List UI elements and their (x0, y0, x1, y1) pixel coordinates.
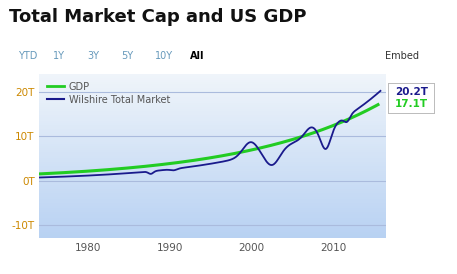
Bar (39, 177, 386, 179)
Bar (39, 197, 386, 199)
Bar (39, 109, 386, 111)
Legend: GDP, Wilshire Total Market: GDP, Wilshire Total Market (44, 79, 173, 108)
Bar (39, 125, 386, 127)
Text: All: All (190, 51, 204, 61)
Bar (39, 144, 386, 146)
Bar (39, 164, 386, 166)
Bar (39, 173, 386, 175)
Bar (39, 210, 386, 212)
Bar (39, 130, 386, 132)
Bar (39, 154, 386, 156)
Bar (39, 82, 386, 84)
Bar (39, 142, 386, 144)
Text: 17.1T: 17.1T (395, 99, 428, 109)
Bar (39, 170, 386, 173)
Bar (39, 220, 386, 222)
Text: YTD: YTD (18, 51, 37, 61)
Bar (39, 162, 386, 164)
Bar (39, 93, 386, 95)
Bar (39, 111, 386, 113)
Bar (39, 179, 386, 181)
Text: 5Y: 5Y (121, 51, 133, 61)
Bar (39, 185, 386, 187)
Bar (39, 212, 386, 214)
Bar (39, 230, 386, 232)
Bar (39, 107, 386, 109)
Text: 10Y: 10Y (155, 51, 174, 61)
Bar (39, 84, 386, 86)
Bar (39, 206, 386, 208)
Bar (39, 195, 386, 197)
Bar (39, 232, 386, 234)
Bar (39, 76, 386, 78)
Bar (39, 166, 386, 169)
Bar (39, 158, 386, 160)
Bar (39, 169, 386, 170)
Bar (39, 96, 386, 99)
Bar (39, 78, 386, 80)
Bar (39, 88, 386, 90)
Text: 1Y: 1Y (53, 51, 64, 61)
Bar (39, 152, 386, 154)
Bar (39, 226, 386, 228)
Bar (39, 193, 386, 195)
Bar (39, 123, 386, 125)
Bar (39, 199, 386, 201)
Bar (39, 132, 386, 134)
Bar (39, 105, 386, 107)
Bar (39, 191, 386, 193)
Bar (39, 136, 386, 138)
Text: Total Market Cap and US GDP: Total Market Cap and US GDP (9, 8, 307, 26)
Bar (39, 222, 386, 224)
Bar (39, 115, 386, 117)
Bar (39, 208, 386, 210)
Bar (39, 203, 386, 206)
Bar (39, 218, 386, 220)
Bar (39, 113, 386, 115)
Bar (39, 160, 386, 162)
Bar (39, 133, 386, 136)
Bar (39, 148, 386, 150)
Bar (39, 181, 386, 183)
Bar (39, 80, 386, 82)
Bar (39, 95, 386, 96)
Bar (39, 150, 386, 152)
Text: 20.2T: 20.2T (395, 87, 428, 97)
Bar (39, 201, 386, 203)
Bar (39, 236, 386, 238)
Bar (39, 146, 386, 148)
Bar (39, 99, 386, 101)
Text: 3Y: 3Y (87, 51, 99, 61)
Bar (39, 214, 386, 216)
Text: Embed: Embed (385, 51, 419, 61)
Bar (39, 101, 386, 103)
Bar (39, 119, 386, 121)
Bar (39, 140, 386, 142)
Bar (39, 121, 386, 123)
Bar (39, 138, 386, 140)
Bar (39, 127, 386, 130)
Bar (39, 103, 386, 105)
Bar (39, 224, 386, 226)
Bar (39, 156, 386, 158)
Bar (39, 228, 386, 230)
Bar (39, 117, 386, 119)
Bar (39, 175, 386, 177)
Bar (39, 189, 386, 191)
Bar (39, 187, 386, 189)
Bar (39, 216, 386, 218)
Bar (39, 86, 386, 88)
Bar (39, 183, 386, 185)
Bar (39, 234, 386, 236)
Bar (39, 74, 386, 76)
Bar (39, 90, 386, 93)
